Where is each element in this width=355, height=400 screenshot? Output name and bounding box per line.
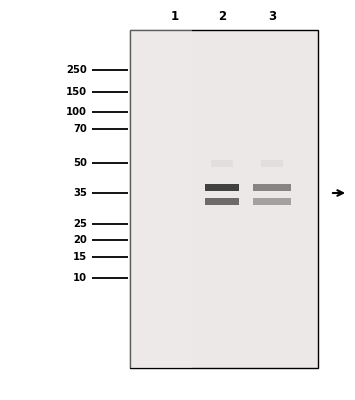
Text: 1: 1 <box>171 10 179 24</box>
Bar <box>205 198 239 205</box>
Bar <box>261 160 283 167</box>
Text: 10: 10 <box>73 273 87 283</box>
Text: 35: 35 <box>73 188 87 198</box>
Bar <box>130 30 318 368</box>
Text: 15: 15 <box>73 252 87 262</box>
Text: 20: 20 <box>73 235 87 245</box>
Text: 50: 50 <box>73 158 87 168</box>
Text: 25: 25 <box>73 219 87 229</box>
Bar <box>211 160 233 167</box>
Bar <box>253 184 291 191</box>
Text: 2: 2 <box>218 10 226 24</box>
Text: 3: 3 <box>268 10 276 24</box>
Bar <box>130 30 192 368</box>
Text: 70: 70 <box>73 124 87 134</box>
Text: 150: 150 <box>66 87 87 97</box>
Text: 100: 100 <box>66 107 87 117</box>
Bar <box>253 198 291 205</box>
Text: 250: 250 <box>66 65 87 75</box>
Bar <box>205 184 239 191</box>
